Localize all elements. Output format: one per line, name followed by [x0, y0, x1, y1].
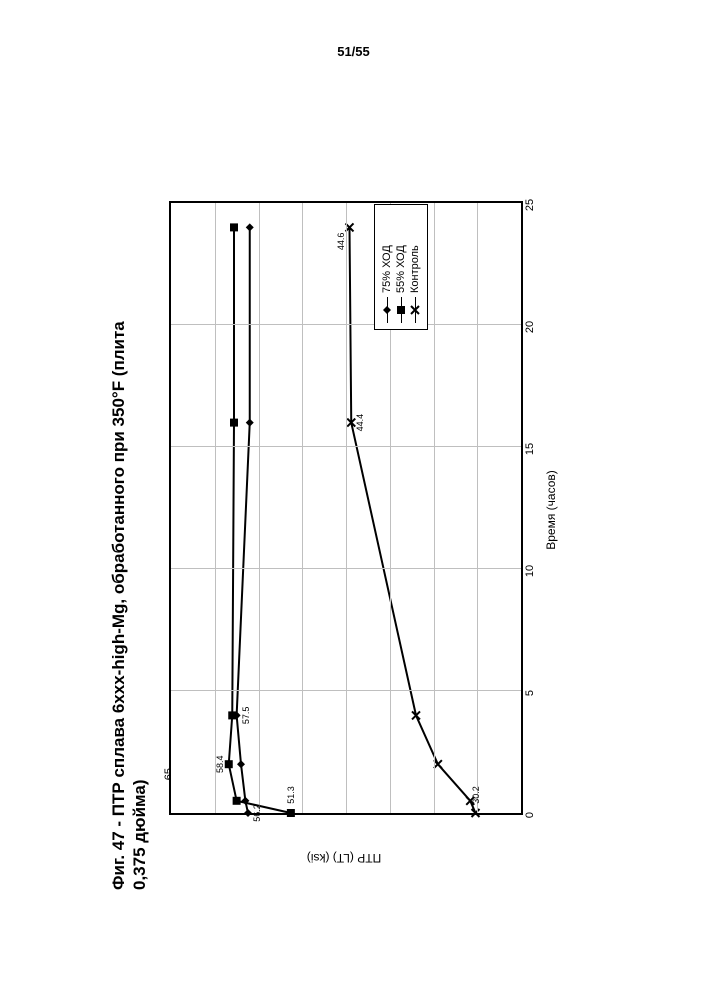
marker-square	[232, 797, 240, 805]
marker-diamond	[245, 419, 253, 427]
hgrid	[346, 203, 347, 813]
marker-square	[230, 223, 238, 231]
legend-label-2: Контроль	[409, 245, 421, 293]
legend-marker-x	[414, 297, 415, 323]
x-tick-label: 5	[524, 690, 536, 696]
vgrid	[171, 446, 521, 447]
marker-square	[230, 419, 238, 427]
marker-square	[228, 711, 236, 719]
figure-title: Фиг. 47 - ПТР сплава 6xxx-high-Mg, обраб…	[108, 321, 151, 890]
legend-label-1: 55% ХОД	[395, 245, 407, 293]
vgrid	[171, 568, 521, 569]
legend-item-55: 55% ХОД	[395, 211, 407, 323]
hgrid	[477, 203, 478, 813]
x-tick-label: 15	[524, 443, 536, 455]
vgrid	[171, 690, 521, 691]
legend-marker-diamond	[386, 297, 387, 323]
point-label: 44.6	[335, 233, 345, 251]
legend: 75% ХОД 55% ХОД Контроль	[374, 204, 428, 330]
marker-diamond	[245, 223, 253, 231]
hgrid	[258, 203, 259, 813]
point-label: 30.2	[470, 786, 480, 804]
page-number: 51/55	[337, 44, 370, 59]
legend-item-75: 75% ХОД	[381, 211, 393, 323]
legend-item-control: Контроль	[409, 211, 421, 323]
marker-diamond	[244, 809, 252, 817]
marker-square	[286, 809, 294, 817]
point-label: 44.4	[355, 414, 365, 432]
figure-title-line1: Фиг. 47 - ПТР сплава 6xxx-high-Mg, обраб…	[109, 321, 128, 890]
series-line-75% ХОД	[236, 227, 249, 813]
point-label: 58.4	[214, 755, 224, 773]
hgrid	[214, 203, 215, 813]
figure-title-line2: 0,375 дюйма)	[130, 780, 149, 891]
x-tick-label: 0	[524, 812, 536, 818]
legend-label-0: 75% ХОД	[381, 245, 393, 293]
hgrid	[302, 203, 303, 813]
point-label: 57.5	[240, 707, 250, 725]
figure-container: Фиг. 47 - ПТР сплава 6xxx-high-Mg, обраб…	[114, 140, 594, 900]
y-axis-label: ПТР (LT) (ksi)	[306, 851, 380, 865]
legend-marker-square	[400, 297, 401, 323]
marker-square	[224, 760, 232, 768]
x-tick-label: 25	[524, 199, 536, 211]
point-label: 51.3	[285, 786, 295, 804]
x-tick-label: 20	[524, 321, 536, 333]
point-label: 56.2	[252, 804, 262, 822]
vgrid	[171, 324, 521, 325]
page: 51/55 Фиг. 47 - ПТР сплава 6xxx-high-Mg,…	[0, 0, 707, 1000]
x-tick-label: 10	[524, 565, 536, 577]
marker-diamond	[237, 760, 245, 768]
x-axis-label: Время (часов)	[544, 470, 558, 550]
hgrid	[433, 203, 434, 813]
plot-area: 56.258.457.551.330.244.444.6	[169, 201, 523, 815]
